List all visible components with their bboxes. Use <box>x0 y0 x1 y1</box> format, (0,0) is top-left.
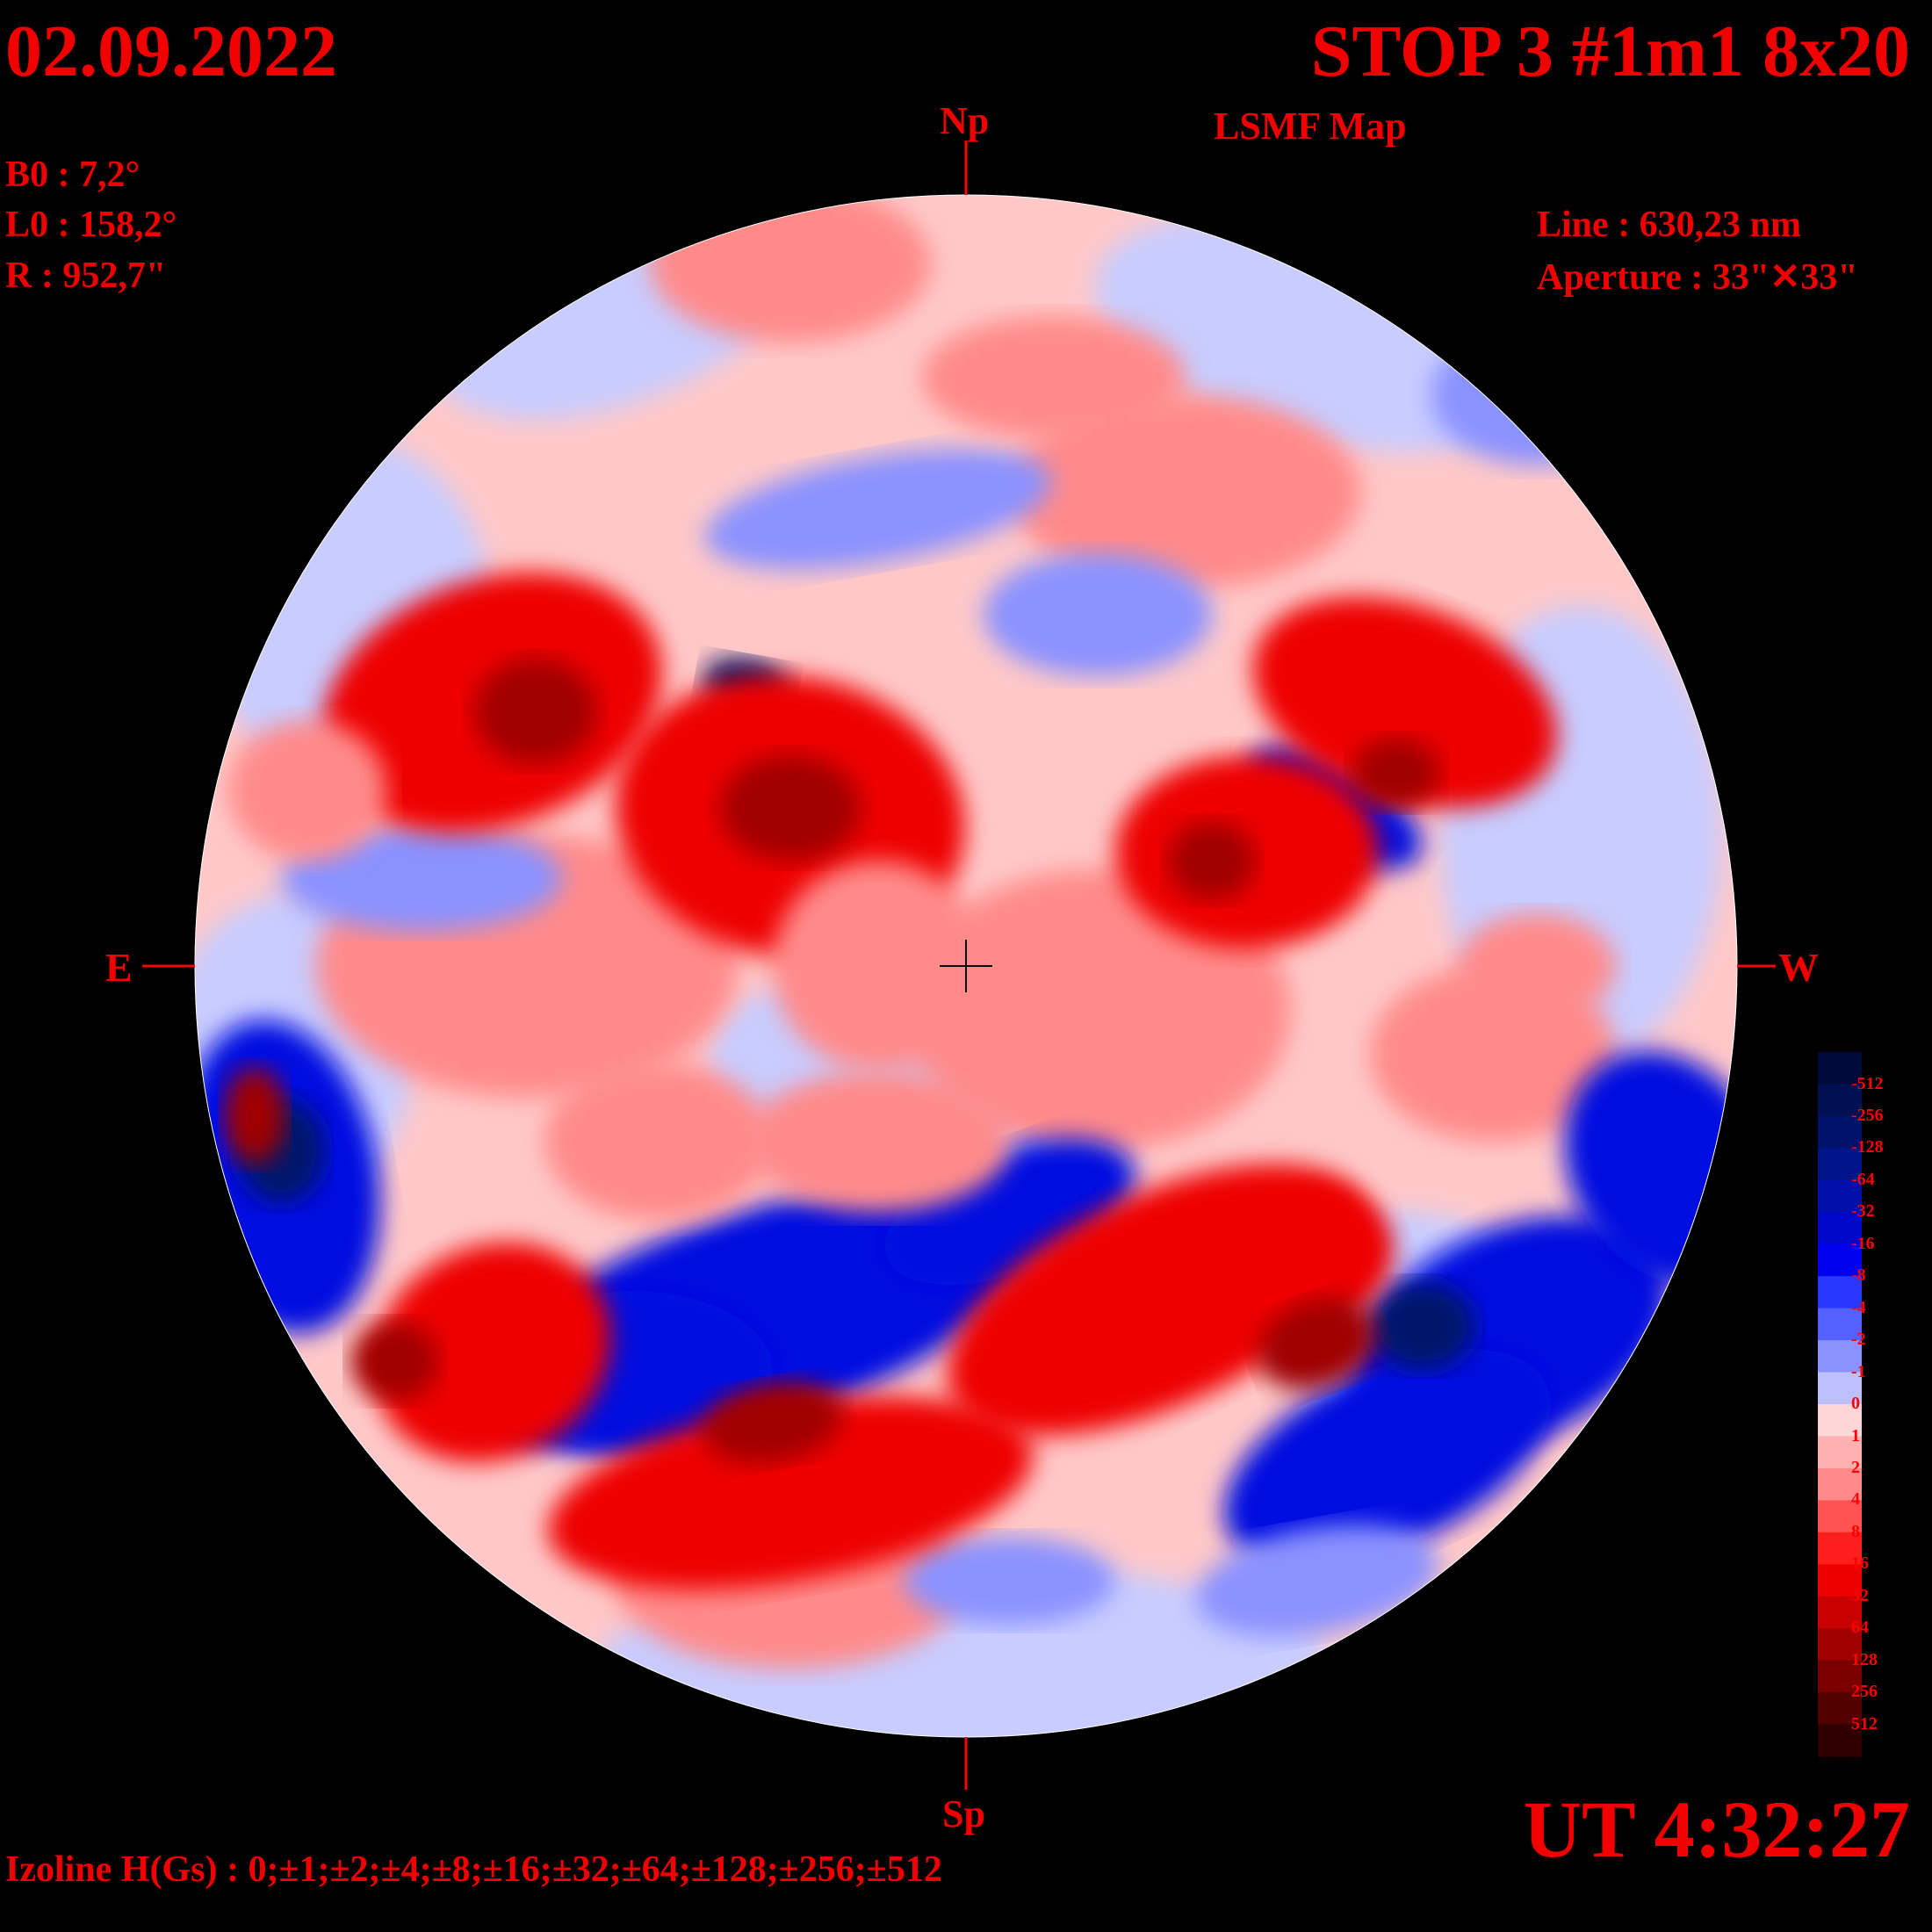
north-pole-label: Np <box>940 99 990 142</box>
colorbar-swatch <box>1818 1115 1862 1150</box>
colorbar-label: -128 <box>1851 1137 1884 1157</box>
colorbar-swatch <box>1818 1084 1862 1117</box>
field-region <box>905 1537 1115 1625</box>
field-region <box>720 755 861 861</box>
colorbar-swatch <box>1818 1628 1862 1662</box>
field-region <box>1258 1297 1377 1390</box>
field-region <box>1352 738 1440 808</box>
field-region <box>1168 821 1256 900</box>
param-line: Line : 630,23 nm <box>1537 205 1802 245</box>
field-region <box>746 1071 1010 1212</box>
param-radius: R : 952,7" <box>5 256 167 296</box>
field-region <box>228 720 386 861</box>
field-region <box>922 316 1186 439</box>
colorbar-label: 128 <box>1851 1649 1878 1669</box>
colorbar-label: 1 <box>1851 1425 1860 1445</box>
observation-date: 02.09.2022 <box>5 11 337 92</box>
colorbar-label: -32 <box>1851 1201 1875 1222</box>
field-region <box>1223 1349 1552 1567</box>
field-region <box>984 553 1212 676</box>
colorbar-label: 8 <box>1851 1521 1860 1541</box>
field-region <box>650 195 931 342</box>
colorbar-swatch <box>1818 1212 1862 1245</box>
colorbar-label: -2 <box>1851 1330 1866 1350</box>
center-crosshair <box>940 940 992 992</box>
field-region <box>224 1067 285 1164</box>
field-region <box>1252 596 1558 809</box>
param-b0: B0 : 7,2° <box>5 155 141 195</box>
west-label: W <box>1778 945 1819 990</box>
colorbar-label: 2 <box>1851 1457 1860 1477</box>
colorbar-swatch <box>1818 1724 1862 1757</box>
colorbar-label: -256 <box>1851 1105 1884 1125</box>
field-region <box>773 861 984 1071</box>
colorbar-label: 512 <box>1851 1713 1878 1734</box>
colorbar-label: 0 <box>1851 1394 1860 1413</box>
field-region <box>1458 913 1616 1019</box>
param-aperture: Aperture : 33"✕33" <box>1537 257 1858 298</box>
field-region <box>281 825 562 931</box>
east-label: E <box>105 945 133 990</box>
colorbar-label: 256 <box>1851 1682 1878 1702</box>
colorbar-label: -64 <box>1851 1169 1875 1189</box>
field-region <box>1010 395 1361 588</box>
colorbar <box>1818 1052 1862 1757</box>
universal-time: UT 4:32:27 <box>1523 1784 1910 1874</box>
colorbar-label: 16 <box>1851 1554 1869 1574</box>
map-subtitle: LSMF Map <box>1214 105 1407 148</box>
colorbar-swatch <box>1818 1564 1862 1597</box>
field-region <box>703 1381 843 1464</box>
colorbar-swatch <box>1818 1467 1862 1502</box>
colorbar-swatch <box>1818 1660 1862 1693</box>
param-l0: L0 : 158,2° <box>5 205 177 245</box>
colorbar-swatch <box>1818 1532 1862 1566</box>
colorbar-swatch <box>1818 1308 1862 1341</box>
colorbar-swatch <box>1818 1179 1862 1214</box>
field-region <box>1370 1282 1475 1370</box>
colorbar-swatch <box>1818 1404 1862 1438</box>
field-region <box>1431 325 1642 465</box>
colorbar-swatch <box>1818 1372 1862 1405</box>
colorbar-label: -1 <box>1851 1361 1866 1381</box>
colorbar-swatch <box>1818 1692 1862 1726</box>
south-pole-label: Sp <box>942 1792 985 1835</box>
field-region <box>544 1063 773 1221</box>
colorbar-swatch <box>1818 1276 1862 1309</box>
field-region <box>1195 1525 1439 1637</box>
izoline-legend: Izoline H(Gs) : 0;±1;±2;±4;±8;±16;±32;±6… <box>5 1849 942 1890</box>
colorbar-swatch <box>1818 1436 1862 1469</box>
field-region <box>351 1322 439 1401</box>
colorbar-label: 32 <box>1851 1585 1869 1605</box>
colorbar-swatch <box>1818 1340 1862 1373</box>
colorbar-label: -16 <box>1851 1233 1875 1253</box>
colorbar-label: -8 <box>1851 1265 1866 1286</box>
axis-ticks <box>142 141 1776 1790</box>
solar-disk <box>195 195 1737 1737</box>
field-region <box>704 449 1052 570</box>
colorbar-swatch <box>1818 1596 1862 1629</box>
colorbar-label: 64 <box>1851 1618 1869 1638</box>
colorbar-label: -4 <box>1851 1297 1866 1317</box>
map-title: STOP 3 #1m1 8x20 <box>1310 11 1910 92</box>
field-region <box>474 659 597 764</box>
colorbar-swatch <box>1818 1148 1862 1181</box>
colorbar-label: 4 <box>1851 1489 1860 1510</box>
colorbar-swatch <box>1818 1500 1862 1533</box>
field-region <box>547 1396 1034 1590</box>
colorbar-label: -512 <box>1851 1073 1884 1093</box>
colorbar-swatch <box>1818 1052 1862 1085</box>
field-region <box>372 1242 611 1463</box>
field-regions <box>195 195 1737 1737</box>
colorbar-swatch <box>1818 1244 1862 1277</box>
